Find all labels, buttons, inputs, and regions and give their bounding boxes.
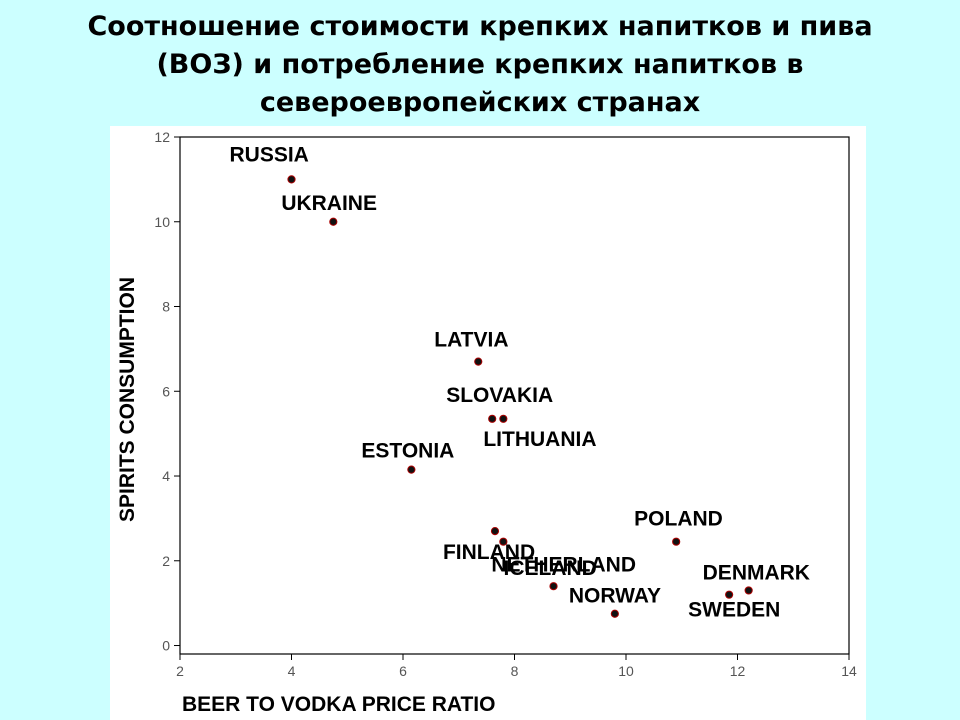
point-label-netherland: NETHERLAND — [491, 554, 636, 577]
point-label-russia: RUSSIA — [230, 143, 309, 166]
point-label-iceland: ICELAND — [504, 557, 597, 580]
x-tick-label: 14 — [841, 663, 857, 679]
title-line-2: (ВОЗ) и потребление крепких напитков в — [156, 49, 804, 80]
data-point-iceland — [549, 582, 558, 591]
data-point-ukraine — [329, 217, 338, 226]
data-point-slovakia — [488, 414, 497, 423]
point-label-lithuania: LITHUANIA — [483, 428, 596, 451]
x-tick-label: 4 — [288, 663, 296, 679]
point-label-finland: FINLAND — [443, 541, 535, 564]
y-tick-label: 2 — [162, 553, 170, 569]
points-layer — [287, 175, 753, 618]
data-point-sweden — [725, 590, 734, 599]
y-tick-label: 0 — [162, 638, 170, 654]
data-point-lithuania — [499, 414, 508, 423]
y-tick-label: 6 — [162, 383, 170, 399]
data-point-netherland — [499, 537, 508, 546]
data-point-latvia — [474, 357, 483, 366]
point-label-denmark: DENMARK — [703, 561, 810, 584]
point-label-latvia: LATVIA — [434, 329, 508, 352]
labels-layer: RUSSIA UKRAINE LATVIA SLOVAKIA LITHUANIA ESTO… — [230, 143, 810, 621]
y-axis-title: SPIRITS CONSUMPTION — [116, 277, 139, 522]
data-point-estonia — [407, 465, 416, 474]
point-label-slovakia: SLOVAKIA — [446, 384, 553, 407]
x-tick-label: 2 — [176, 663, 184, 679]
x-axis-title: BEER TO VODKA PRICE RATIO — [182, 693, 495, 716]
slide-title: Соотношение стоимости крепких напитков и… — [0, 8, 960, 122]
y-tick-label: 4 — [162, 468, 170, 484]
x-tick-label: 6 — [399, 663, 407, 679]
data-point-russia — [287, 175, 296, 184]
data-point-norway — [610, 609, 619, 618]
data-point-finland — [490, 527, 500, 536]
y-tick-label: 10 — [154, 214, 170, 230]
data-point-poland — [672, 537, 681, 546]
point-label-poland: POLAND — [634, 508, 723, 531]
point-label-estonia: ESTONIA — [361, 440, 454, 463]
x-tick-label: 8 — [511, 663, 519, 679]
title-line-1: Соотношение стоимости крепких напитков и… — [87, 11, 873, 42]
x-tick-label: 10 — [618, 663, 634, 679]
x-tick-label: 12 — [730, 663, 746, 679]
point-label-ukraine: UKRAINE — [281, 192, 377, 215]
data-point-denmark — [744, 586, 753, 595]
chart-panel: 2 4 6 8 10 12 14 0 2 4 6 8 10 12 RUSSIA UKRAINE LATVIA S… — [110, 126, 866, 720]
y-tick-label: 12 — [154, 129, 170, 145]
title-line-3: североевропейских странах — [259, 87, 701, 118]
point-label-sweden: SWEDEN — [688, 599, 780, 622]
point-label-norway: NORWAY — [569, 585, 661, 608]
y-tick-label: 8 — [162, 299, 170, 315]
